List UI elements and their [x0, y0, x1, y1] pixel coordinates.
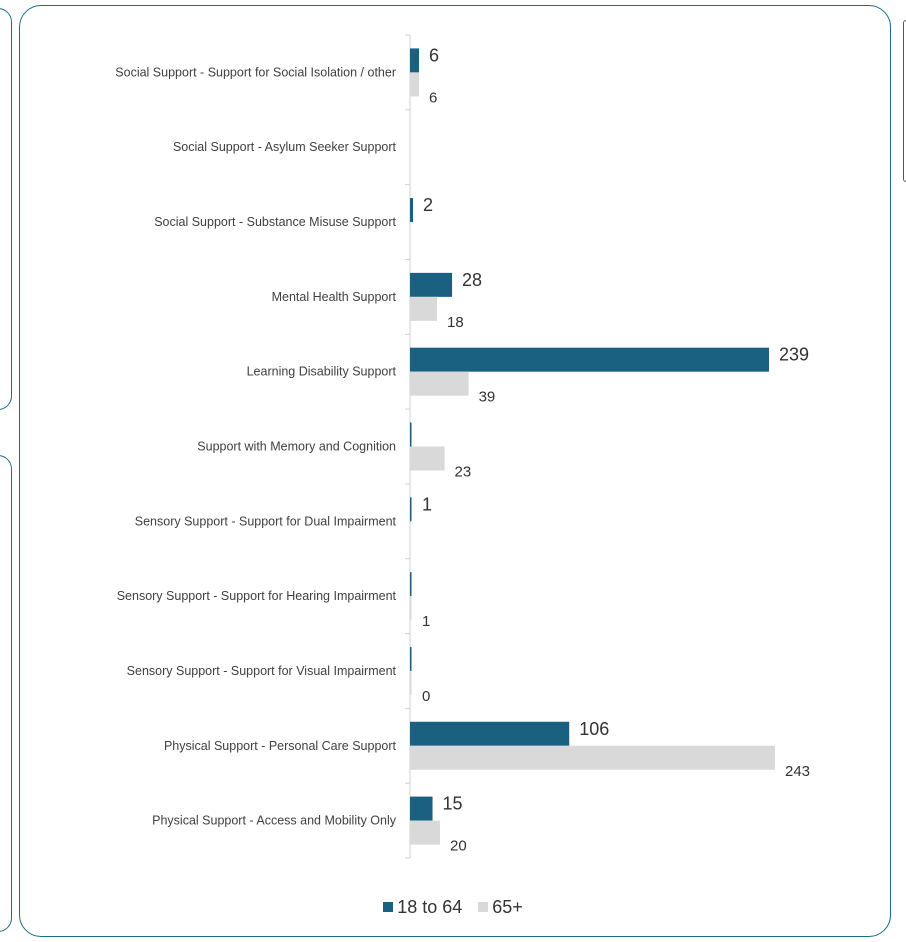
- bar-65-mental-health-support[interactable]: [410, 296, 438, 321]
- legend-item-18-to-64[interactable]: 18 to 64: [383, 897, 462, 918]
- category-label-physical-support-personal-care-support: Physical Support - Personal Care Support: [164, 739, 397, 753]
- category-label-mental-health-support: Mental Health Support: [272, 290, 397, 304]
- bar-18-to-64-social-support-support-for-social-isolation-other[interactable]: [410, 48, 420, 73]
- value-label-65-sensory-support-support-for-visual-impairment: 0: [422, 688, 430, 705]
- bar-18-to-64-support-with-memory-and-cognition[interactable]: [410, 422, 412, 447]
- value-label-65-sensory-support-support-for-hearing-impairment: 1: [422, 613, 430, 630]
- value-label-65-social-support-support-for-social-isolation-other: 6: [429, 89, 437, 106]
- value-label-18-to-64-learning-disability-support: 239: [779, 345, 809, 365]
- category-label-social-support-support-for-social-isolation-other: Social Support - Support for Social Isol…: [115, 65, 396, 79]
- legend-label-65-plus: 65+: [492, 896, 523, 917]
- legend-label-18-to-64: 18 to 64: [397, 896, 463, 917]
- category-label-support-with-memory-and-cognition: Support with Memory and Cognition: [197, 440, 396, 454]
- bar-18-to-64-social-support-substance-misuse-support[interactable]: [410, 198, 414, 223]
- bar-18-to-64-sensory-support-support-for-hearing-impairment[interactable]: [410, 572, 412, 597]
- bar-18-to-64-physical-support-personal-care-support[interactable]: [410, 721, 570, 746]
- bar-65-social-support-support-for-social-isolation-other[interactable]: [410, 72, 420, 97]
- value-label-65-support-with-memory-and-cognition: 23: [455, 464, 472, 481]
- category-labels: Social Support - Support for Social Isol…: [115, 65, 396, 827]
- chart-panel: [19, 5, 891, 937]
- bar-65-support-with-memory-and-cognition[interactable]: [410, 446, 445, 471]
- value-label-18-to-64-physical-support-personal-care-support: 106: [579, 719, 609, 739]
- value-label-18-to-64-physical-support-access-and-mobility-only: 15: [443, 794, 463, 814]
- category-label-sensory-support-support-for-hearing-impairment: Sensory Support - Support for Hearing Im…: [117, 589, 397, 603]
- bar-18-to-64-sensory-support-support-for-dual-impairment[interactable]: [410, 497, 412, 522]
- legend-swatch-65-plus: [478, 902, 489, 912]
- bar-65-physical-support-access-and-mobility-only[interactable]: [410, 820, 441, 845]
- category-label-learning-disability-support: Learning Disability Support: [247, 365, 397, 379]
- legend-item-65-plus[interactable]: 65+: [478, 897, 523, 918]
- bar-18-to-64-mental-health-support[interactable]: [410, 272, 453, 297]
- value-label-18-to-64-social-support-support-for-social-isolation-other: 6: [429, 45, 439, 65]
- right-panel-edge: [903, 20, 906, 182]
- category-label-sensory-support-support-for-dual-impairment: Sensory Support - Support for Dual Impai…: [135, 514, 397, 528]
- bars: [410, 48, 775, 845]
- value-label-65-mental-health-support: 18: [447, 314, 464, 331]
- value-label-18-to-64-social-support-substance-misuse-support: 2: [423, 195, 433, 215]
- value-label-65-learning-disability-support: 39: [479, 389, 496, 406]
- category-label-social-support-substance-misuse-support: Social Support - Substance Misuse Suppor…: [154, 215, 396, 229]
- bar-18-to-64-sensory-support-support-for-visual-impairment[interactable]: [410, 646, 412, 671]
- bar-18-to-64-physical-support-access-and-mobility-only[interactable]: [410, 796, 433, 821]
- data-labels: 6 6 2 28 18 239 39 23 1 1 0 106 243 15 20: [422, 45, 810, 854]
- value-label-65-physical-support-access-and-mobility-only: 20: [450, 838, 467, 855]
- legend: 18 to 64 65+: [0, 895, 906, 919]
- bar-18-to-64-learning-disability-support[interactable]: [410, 347, 769, 372]
- bar-65-sensory-support-support-for-visual-impairment[interactable]: [410, 670, 412, 695]
- value-label-65-physical-support-personal-care-support: 243: [785, 763, 810, 780]
- bar-65-learning-disability-support[interactable]: [410, 371, 469, 396]
- value-label-18-to-64-sensory-support-support-for-dual-impairment: 1: [422, 494, 432, 514]
- category-label-social-support-asylum-seeker-support: Social Support - Asylum Seeker Support: [173, 140, 397, 154]
- category-axis: [405, 34, 411, 859]
- value-label-18-to-64-mental-health-support: 28: [462, 270, 482, 290]
- bar-65-sensory-support-support-for-hearing-impairment[interactable]: [410, 596, 412, 621]
- bar-65-physical-support-personal-care-support[interactable]: [410, 745, 775, 770]
- legend-swatch-18-to-64: [383, 902, 394, 912]
- category-label-physical-support-access-and-mobility-only: Physical Support - Access and Mobility O…: [152, 814, 397, 828]
- category-label-sensory-support-support-for-visual-impairment: Sensory Support - Support for Visual Imp…: [127, 664, 397, 678]
